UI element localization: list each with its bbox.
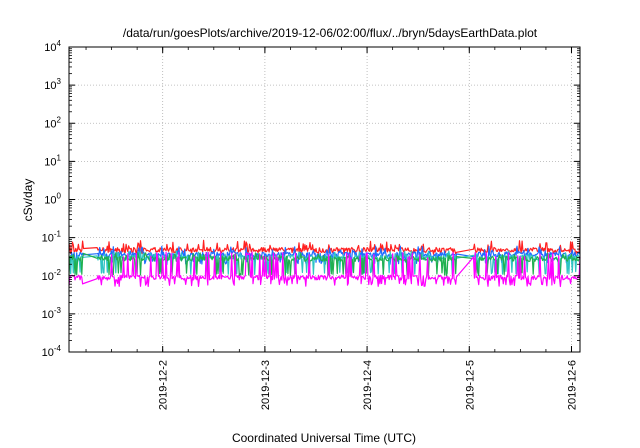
y-tick-labels: 10-4 10-3 10-2 10-1 100 101 102 103 104 — [42, 39, 62, 359]
series-layer — [68, 239, 581, 288]
x-tick-label: 2019-12-2 — [158, 360, 170, 410]
y-tick-label: 101 — [44, 153, 61, 168]
x-tick-labels: 2019-12-2 2019-12-3 2019-12-4 2019-12-5 2019… — [158, 360, 579, 410]
y-tick-label: 103 — [44, 77, 61, 92]
chart-title: /data/run/goesPlots/archive/2019-12-06/0… — [123, 26, 538, 40]
axis-ticks — [69, 46, 580, 353]
y-tick-label: 102 — [44, 115, 61, 130]
y-tick-label: 10-3 — [42, 306, 62, 321]
x-tick-label: 2019-12-5 — [464, 360, 476, 410]
y-tick-label: 104 — [44, 39, 61, 54]
y-tick-label: 10-2 — [42, 268, 62, 283]
x-tick-label: 2019-12-6 — [566, 360, 578, 410]
y-tick-label: 10-4 — [42, 344, 62, 359]
x-tick-label: 2019-12-4 — [362, 360, 374, 410]
y-axis-title: cSv/day — [21, 179, 35, 222]
series-line — [68, 251, 581, 288]
y-tick-label: 100 — [44, 192, 61, 207]
y-tick-label: 10-1 — [42, 230, 62, 245]
x-axis-title: Coordinated Universal Time (UTC) — [232, 431, 416, 445]
grid-lines — [69, 47, 580, 352]
x-tick-label: 2019-12-3 — [260, 360, 272, 410]
